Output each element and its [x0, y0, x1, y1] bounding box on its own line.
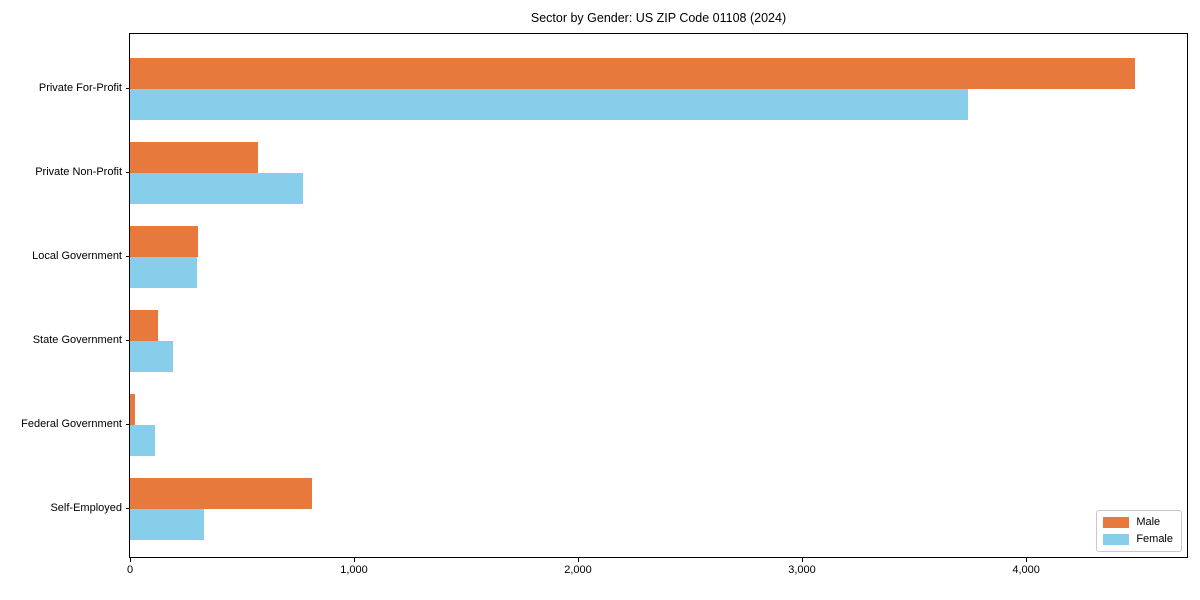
- x-axis-tick-label: 2,000: [564, 564, 592, 576]
- legend-item-male: Male: [1103, 516, 1173, 529]
- bar-male-federal-government: [130, 394, 135, 425]
- x-axis-tick-label: 3,000: [788, 564, 816, 576]
- bar-female-local-government: [130, 257, 198, 288]
- y-axis-label-local-government: Local Government: [32, 250, 122, 262]
- x-axis-tick: [354, 558, 356, 562]
- chart-title: Sector by Gender: US ZIP Code 01108 (202…: [530, 11, 787, 25]
- y-axis-tick: [126, 340, 130, 342]
- y-axis-label-private-for-profit: Private For-Profit: [38, 82, 122, 94]
- bar-male-state-government: [130, 310, 158, 341]
- legend-swatch-male: [1103, 517, 1130, 528]
- x-axis-tick: [578, 558, 580, 562]
- y-axis-label-federal-government: Federal Government: [21, 418, 122, 430]
- x-axis-tick-label: 4,000: [1012, 564, 1040, 576]
- y-axis-tick: [126, 508, 130, 510]
- bar-male-private-for-profit: [130, 58, 1135, 89]
- legend-label-female: Female: [1136, 533, 1173, 545]
- x-axis-tick: [130, 558, 132, 562]
- bar-male-self-employed: [130, 478, 312, 509]
- plot-area: Male Female: [129, 33, 1188, 558]
- y-axis-tick: [126, 172, 130, 174]
- x-axis-tick-label: 1,000: [340, 564, 368, 576]
- bar-female-federal-government: [130, 425, 155, 456]
- bar-female-private-for-profit: [130, 89, 968, 120]
- bar-female-self-employed: [130, 509, 204, 540]
- legend-swatch-female: [1103, 534, 1130, 545]
- bar-male-private-non-profit: [130, 142, 258, 173]
- legend-label-male: Male: [1136, 516, 1161, 528]
- x-axis-tick: [1026, 558, 1028, 562]
- y-axis-tick: [126, 256, 130, 258]
- y-axis-tick: [126, 88, 130, 90]
- legend: Male Female: [1096, 510, 1182, 552]
- y-axis-tick: [126, 424, 130, 426]
- bar-male-local-government: [130, 226, 199, 257]
- bar-female-private-non-profit: [130, 173, 303, 204]
- y-axis-label-private-non-profit: Private Non-Profit: [35, 166, 122, 178]
- x-axis-tick: [802, 558, 804, 562]
- bar-female-state-government: [130, 341, 173, 372]
- legend-item-female: Female: [1103, 533, 1173, 546]
- x-axis-tick-label: 0: [126, 564, 134, 576]
- y-axis-label-self-employed: Self-Employed: [50, 502, 122, 514]
- y-axis-label-state-government: State Government: [32, 334, 122, 346]
